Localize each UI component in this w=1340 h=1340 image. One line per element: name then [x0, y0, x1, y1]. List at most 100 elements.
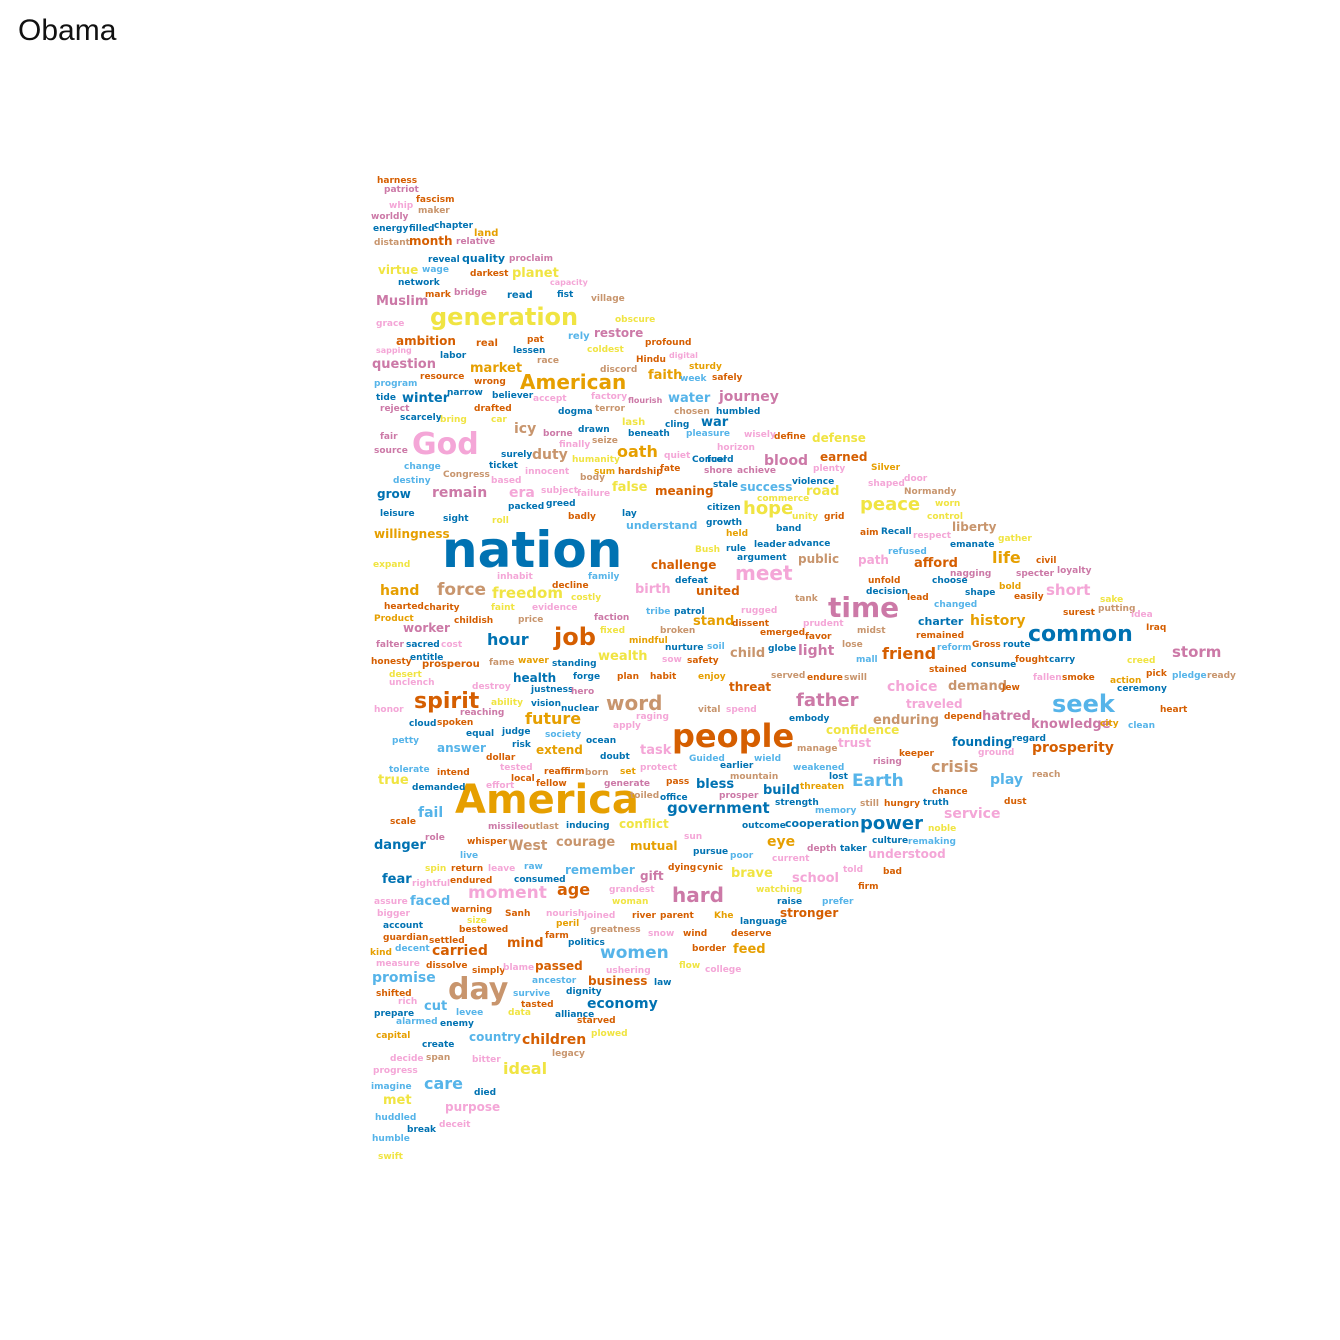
cloud-word: remained: [916, 631, 965, 641]
cloud-word: generation: [430, 303, 579, 331]
cloud-word: worldly: [371, 212, 409, 222]
cloud-word: gather: [998, 534, 1032, 544]
cloud-word: lessen: [513, 346, 546, 356]
cloud-word: danger: [374, 838, 426, 853]
cloud-word: body: [580, 473, 605, 483]
cloud-word: virtue: [378, 263, 419, 277]
cloud-word: courage: [556, 835, 616, 850]
cloud-word: darkest: [470, 269, 509, 279]
cloud-word: grow: [377, 487, 411, 501]
cloud-word: keeper: [899, 749, 934, 759]
cloud-word: remain: [432, 485, 488, 501]
cloud-word: traveled: [906, 697, 963, 711]
cloud-word: build: [763, 783, 800, 798]
cloud-word: language: [740, 917, 788, 927]
cloud-word: hearted: [384, 602, 424, 612]
cloud-word: entitle: [410, 653, 444, 663]
cloud-word: inhabit: [497, 572, 533, 582]
cloud-word: shaped: [868, 479, 905, 489]
cloud-word: God: [412, 427, 479, 462]
cloud-word: spend: [726, 705, 757, 715]
cloud-word: beneath: [628, 429, 670, 439]
cloud-word: still: [860, 799, 879, 809]
cloud-word: sacred: [406, 640, 440, 650]
cloud-word: week: [680, 374, 707, 384]
cloud-word: regard: [1012, 734, 1046, 744]
cloud-word: reaching: [460, 708, 505, 718]
cloud-word: flourish: [628, 396, 663, 405]
cloud-word: false: [612, 480, 648, 495]
cloud-word: stale: [713, 480, 738, 490]
cloud-word: wealth: [598, 649, 648, 664]
cloud-word: faction: [594, 613, 630, 623]
cloud-word: journey: [719, 389, 779, 405]
cloud-word: rich: [398, 997, 418, 1007]
cloud-word: chosen: [674, 407, 710, 417]
cloud-word: broken: [660, 626, 696, 636]
cloud-word: local: [511, 774, 535, 784]
cloud-word: threat: [729, 680, 772, 694]
cloud-word: route: [1003, 640, 1031, 650]
cloud-word: society: [545, 730, 582, 740]
cloud-word: nagging: [950, 569, 992, 579]
cloud-word: Concord: [692, 455, 734, 465]
cloud-word: leisure: [380, 509, 415, 519]
cloud-word: destroy: [472, 682, 511, 692]
cloud-word: borne: [543, 429, 573, 439]
cloud-word: meaning: [655, 484, 714, 498]
cloud-word: knowledge: [1031, 717, 1111, 732]
cloud-word: force: [437, 580, 487, 600]
cloud-word: time: [828, 591, 900, 624]
cloud-word: levee: [456, 1008, 484, 1018]
cloud-word: grace: [376, 319, 405, 329]
cloud-word: Gross: [972, 640, 1001, 650]
cloud-word: public: [798, 552, 840, 566]
cloud-word: understood: [868, 847, 946, 861]
cloud-word: challenge: [651, 558, 717, 572]
cloud-word: honesty: [371, 657, 412, 667]
cloud-word: ambition: [396, 334, 456, 348]
cloud-word: smoke: [1062, 673, 1095, 683]
cloud-word: tested: [500, 763, 533, 773]
cloud-word: trust: [838, 736, 872, 750]
cloud-word: women: [600, 943, 669, 963]
cloud-word: profound: [645, 338, 692, 348]
cloud-word: prefer: [822, 897, 854, 907]
cloud-word: government: [667, 799, 770, 817]
cloud-word: earlier: [720, 761, 754, 771]
cloud-word: deceit: [439, 1120, 471, 1130]
cloud-word: subject: [541, 486, 579, 496]
cloud-word: service: [944, 806, 1001, 822]
cloud-word: village: [591, 294, 625, 304]
cloud-word: scale: [390, 817, 416, 827]
cloud-word: shape: [965, 588, 996, 598]
cloud-word: ability: [491, 698, 523, 708]
cloud-word: earned: [820, 450, 868, 464]
cloud-word: imagine: [371, 1082, 412, 1092]
cloud-word: failure: [577, 489, 611, 499]
cloud-word: culture: [872, 836, 909, 846]
cloud-word: size: [467, 916, 487, 926]
cloud-word: loyalty: [1057, 566, 1092, 576]
cloud-word: unclench: [389, 678, 435, 688]
cloud-word: faint: [491, 603, 515, 613]
cloud-word: respect: [913, 531, 952, 541]
cloud-word: fixed: [600, 626, 626, 636]
cloud-word: dust: [1004, 797, 1027, 807]
cloud-word: whip: [389, 201, 414, 211]
cloud-word: wind: [683, 929, 708, 939]
cloud-word: measure: [376, 959, 420, 969]
cloud-word: weakened: [793, 763, 845, 773]
cloud-word: America: [455, 777, 639, 823]
cloud-word: surest: [1063, 608, 1095, 618]
cloud-word: bitter: [472, 1055, 501, 1065]
cloud-word: dissent: [732, 619, 770, 629]
cloud-word: race: [537, 356, 559, 366]
cloud-word: willingness: [374, 527, 450, 541]
cloud-word: pleasure: [686, 429, 731, 439]
cloud-word: idea: [1131, 610, 1153, 620]
cloud-word: fuel: [707, 455, 727, 465]
cloud-word: accept: [533, 394, 567, 404]
cloud-word: equal: [466, 729, 495, 739]
